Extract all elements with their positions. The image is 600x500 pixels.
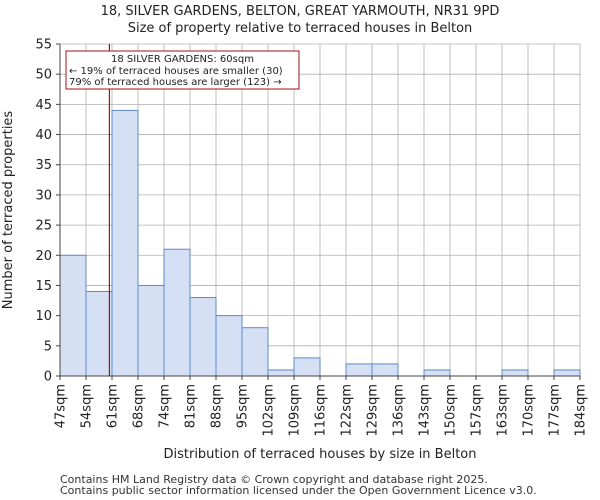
x-tick-label: 88sqm	[210, 384, 225, 428]
histogram-bar	[189, 297, 217, 377]
y-tick-label: 5	[44, 339, 52, 354]
histogram-bar	[137, 284, 165, 377]
annotation-smaller: ← 19% of terraced houses are smaller (30…	[69, 66, 283, 77]
chart-subtitle: Size of property relative to terraced ho…	[127, 21, 473, 36]
x-tick-label: 122sqm	[340, 384, 355, 437]
x-tick-label: 68sqm	[132, 384, 147, 428]
y-axis-label: Number of terraced properties	[1, 111, 16, 310]
x-tick-label: 81sqm	[184, 384, 199, 428]
histogram-bar	[553, 369, 581, 377]
histogram-bar	[85, 290, 113, 377]
y-tick-label: 50	[35, 68, 52, 83]
annotation-box	[65, 50, 300, 90]
x-tick-label: 102sqm	[262, 384, 277, 437]
x-tick-label: 74sqm	[158, 384, 173, 428]
x-tick-label: 177sqm	[548, 384, 563, 437]
y-tick-label: 20	[35, 249, 52, 264]
y-tick-label: 30	[35, 188, 52, 203]
y-tick-label: 15	[35, 279, 52, 294]
histogram-bar	[371, 363, 399, 377]
y-tick-label: 40	[35, 128, 52, 143]
x-axis-label: Distribution of terraced houses by size …	[163, 447, 476, 462]
x-tick-label: 109sqm	[288, 384, 303, 437]
copyright-note: Contains HM Land Registry data © Crown c…	[60, 473, 488, 486]
histogram-bar	[267, 369, 295, 377]
y-tick-label: 55	[35, 38, 52, 53]
annotation-title: 18 SILVER GARDENS: 60sqm	[111, 54, 254, 65]
histogram-bar	[111, 109, 139, 377]
y-tick-label: 35	[35, 158, 52, 173]
histogram-bar	[501, 369, 529, 377]
y-tick-label: 0	[44, 370, 52, 385]
y-tick-label: 45	[35, 98, 52, 113]
histogram-bar	[215, 315, 243, 377]
histogram-bar	[163, 248, 191, 377]
x-tick-label: 157sqm	[470, 384, 485, 437]
x-tick-label: 163sqm	[496, 384, 511, 437]
x-tick-label: 116sqm	[314, 384, 329, 437]
annotation-larger: 79% of terraced houses are larger (123) …	[69, 77, 282, 88]
histogram-bar	[59, 254, 87, 377]
licence-note: Contains public sector information licen…	[60, 484, 537, 497]
histogram-bar	[423, 369, 451, 377]
histogram-chart: 0 5 10 15 20 25 30 35 40 45 50 55 47sqm 54sqm 61sqm 68s…	[1, 38, 589, 463]
x-tick-label: 136sqm	[392, 384, 407, 437]
x-tick-label: 61sqm	[106, 384, 121, 428]
x-tick-label: 129sqm	[366, 384, 381, 437]
histogram-bar	[241, 327, 269, 377]
x-tick-label: 170sqm	[522, 384, 537, 437]
x-tick-label: 95sqm	[236, 384, 251, 428]
chart-title: 18, SILVER GARDENS, BELTON, GREAT YARMOU…	[100, 4, 500, 19]
y-tick-label: 10	[35, 309, 52, 324]
x-tick-label: 54sqm	[80, 384, 95, 428]
x-tick-label: 150sqm	[444, 384, 459, 437]
x-tick-label: 143sqm	[418, 384, 433, 437]
x-tick-label: 184sqm	[574, 384, 589, 437]
histogram-bar	[293, 357, 321, 377]
histogram-bar	[345, 363, 373, 377]
y-tick-label: 25	[35, 219, 52, 234]
x-tick-label: 47sqm	[54, 384, 69, 428]
